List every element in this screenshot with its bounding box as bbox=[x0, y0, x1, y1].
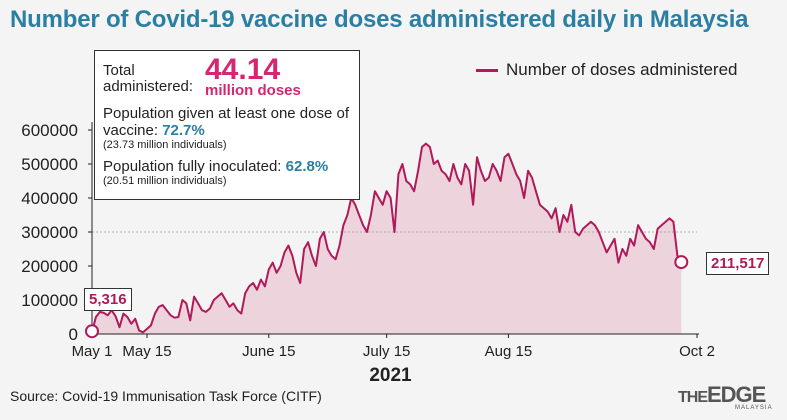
total-label: Total administered: bbox=[103, 62, 194, 95]
one-dose-value: 72.7% bbox=[162, 122, 205, 139]
x-tick-label: Oct 2 bbox=[679, 343, 715, 360]
x-axis-label: 2021 bbox=[369, 365, 412, 386]
legend-label: Number of doses administered bbox=[506, 60, 738, 79]
publisher-logo-sub: MALAYSIA bbox=[735, 405, 773, 411]
legend-swatch bbox=[476, 68, 498, 72]
source-note: Source: Covid-19 Immunisation Task Force… bbox=[10, 388, 322, 404]
y-tick-label: 400000 bbox=[21, 189, 78, 208]
y-tick-label: 600000 bbox=[21, 121, 78, 140]
one-dose-stat: Population given at least one dose of va… bbox=[103, 105, 351, 139]
y-tick-label: 300000 bbox=[21, 223, 78, 242]
x-tick-label: June 15 bbox=[242, 343, 295, 360]
full-dose-sub: (20.51 million individuals) bbox=[103, 175, 227, 187]
y-tick-label: 200000 bbox=[21, 257, 78, 276]
one-dose-label: Population given at least one dose of va… bbox=[103, 105, 350, 139]
one-dose-sub: (23.73 million individuals) bbox=[103, 139, 227, 151]
x-tick-label: July 15 bbox=[363, 343, 411, 360]
start-marker bbox=[85, 324, 99, 339]
end-marker bbox=[674, 255, 689, 270]
legend: Number of doses administered bbox=[476, 60, 738, 80]
publisher-logo: THEEDGE bbox=[678, 382, 766, 407]
total-unit: million doses bbox=[205, 82, 301, 99]
total-value: 44.14 bbox=[205, 53, 281, 86]
y-tick-label: 100000 bbox=[21, 291, 78, 310]
y-tick-label: 500000 bbox=[21, 155, 78, 174]
series-area bbox=[92, 143, 682, 334]
x-tick-label: Aug 15 bbox=[485, 343, 533, 360]
chart-title: Number of Covid-19 vaccine doses adminis… bbox=[10, 6, 749, 33]
start-callout: 5,316 bbox=[84, 288, 132, 311]
full-dose-value: 62.8% bbox=[285, 158, 329, 175]
x-tick-label: May 15 bbox=[122, 343, 171, 360]
full-dose-label: Population fully inoculated: bbox=[103, 158, 282, 175]
series-line bbox=[91, 142, 683, 334]
full-dose-stat: Population fully inoculated: 62.8% bbox=[103, 158, 351, 175]
end-callout: 211,517 bbox=[706, 252, 770, 275]
summary-box: Total administered: 44.14 million doses … bbox=[94, 50, 360, 200]
x-tick-label: May 1 bbox=[72, 343, 113, 360]
y-tick-label: 0 bbox=[69, 325, 78, 344]
